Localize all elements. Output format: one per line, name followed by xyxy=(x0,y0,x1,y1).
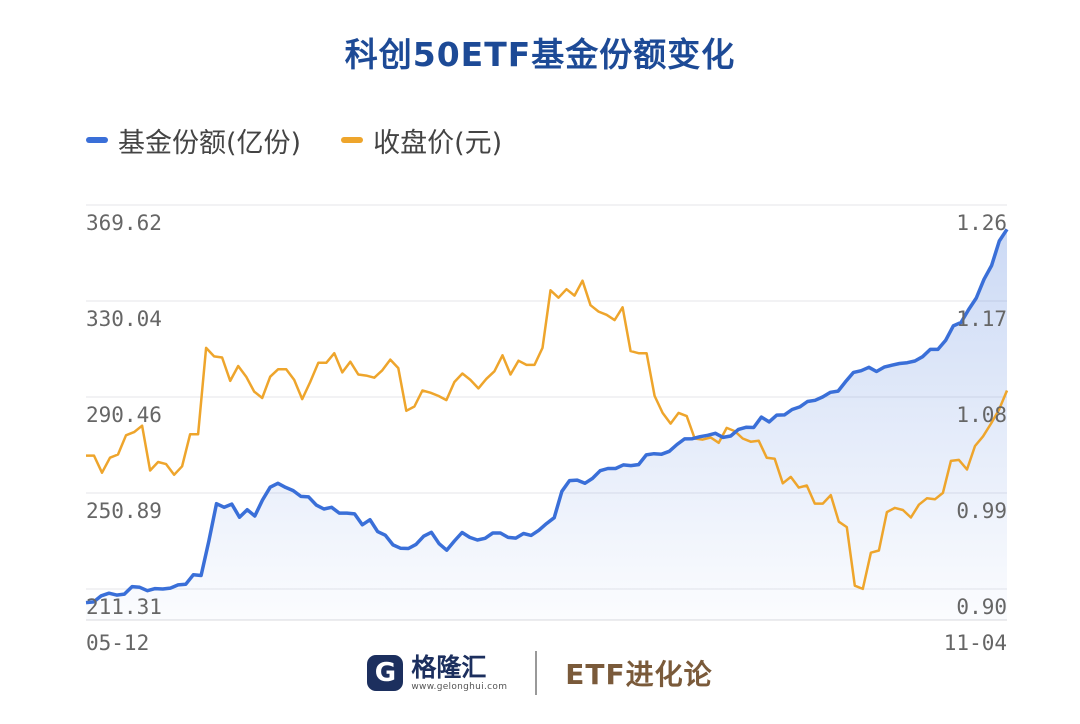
chart-title: 科创50ETF基金份额变化 xyxy=(344,35,736,74)
left-tick-label: 330.04 xyxy=(86,307,162,331)
right-tick-label: 0.99 xyxy=(956,499,1007,523)
legend-item-fund-shares[interactable]: 基金份额(亿份) xyxy=(86,121,301,160)
x-tick-label-end: 11-04 xyxy=(944,631,1007,655)
brand-url: www.gelonghui.com xyxy=(411,681,508,692)
left-tick-label: 369.62 xyxy=(86,211,162,235)
legend-item-close-price[interactable]: 收盘价(元) xyxy=(341,121,502,160)
left-tick-label: 211.31 xyxy=(86,595,162,619)
legend-label-fund-shares: 基金份额(亿份) xyxy=(118,127,302,159)
left-tick-label: 290.46 xyxy=(86,403,162,427)
legend-swatch-close-price xyxy=(341,137,364,143)
right-tick-label: 1.26 xyxy=(956,211,1007,235)
footer-divider xyxy=(535,651,538,695)
footer: G 格隆汇 www.gelonghui.com ETF进化论 xyxy=(0,648,1080,698)
left-tick-label: 250.89 xyxy=(86,499,162,523)
close-price-line xyxy=(86,279,1009,591)
brand-logo-group: G 格隆汇 www.gelonghui.com xyxy=(367,652,508,693)
footer-right-text: ETF进化论 xyxy=(565,658,713,691)
x-tick-label-start: 05-12 xyxy=(86,631,149,655)
legend-swatch-fund-shares xyxy=(86,137,108,143)
left-axis-ticks: 369.62 330.04 290.46 250.89 211.31 xyxy=(86,211,162,619)
brand-logo-icon: G xyxy=(367,655,404,691)
fund-shares-line xyxy=(85,228,1009,605)
right-tick-label: 0.90 xyxy=(956,595,1007,619)
brand-text: 格隆汇 www.gelonghui.com xyxy=(411,652,508,693)
brand-name: 格隆汇 xyxy=(411,652,487,682)
right-tick-label: 1.08 xyxy=(956,403,1007,427)
legend-label-close-price: 收盘价(元) xyxy=(373,127,503,159)
fund-shares-area xyxy=(86,229,1007,621)
right-axis-ticks: 1.26 1.17 1.08 0.99 0.90 xyxy=(956,211,1007,619)
x-axis-ticks: 05-12 11-04 xyxy=(86,631,1007,655)
right-tick-label: 1.17 xyxy=(956,307,1007,331)
legend: 基金份额(亿份) 收盘价(元) xyxy=(86,120,502,160)
